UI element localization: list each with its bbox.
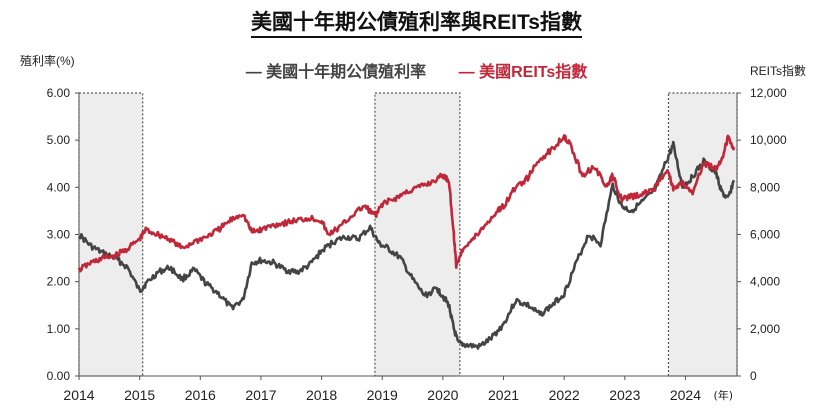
x-tick-label: 2015 — [124, 387, 155, 403]
right-tick-label: 4,000 — [750, 275, 780, 289]
series-line-reits — [77, 134, 736, 273]
x-tick-label: 2022 — [549, 387, 580, 403]
left-tick-label: 5.00 — [47, 133, 71, 147]
left-tick-label: 4.00 — [47, 180, 71, 194]
shaded-period-1 — [374, 92, 461, 377]
x-tick-label: 2024 — [670, 387, 701, 403]
left-tick-label: 1.00 — [47, 322, 71, 336]
left-tick-label: 2.00 — [47, 275, 71, 289]
left-axis-title: 殖利率(%) — [20, 54, 75, 68]
legend-item-reits: — 美國REITs指數 — [458, 64, 588, 81]
shaded-period-0 — [78, 92, 144, 377]
x-tick-label: 2020 — [427, 387, 458, 403]
left-tick-label: 3.00 — [47, 228, 71, 242]
x-tick-label: 2018 — [306, 387, 337, 403]
right-tick-label: 0 — [750, 369, 757, 383]
right-axis-title: REITs指數 — [750, 64, 807, 78]
x-tick-label: 2016 — [185, 387, 216, 403]
series-line-yield — [78, 140, 736, 350]
left-tick-label: 6.00 — [47, 86, 71, 100]
x-tick-label: 2019 — [367, 387, 398, 403]
legend-item-yield: — 美國十年期公債殖利率 — [245, 64, 427, 81]
x-axis-unit: (年) — [713, 388, 733, 402]
chart-legend: — 美國十年期公債殖利率 — 美國REITs指數 — [0, 58, 833, 82]
right-tick-label: 6,000 — [750, 228, 780, 242]
x-tick-label: 2023 — [609, 387, 640, 403]
right-tick-label: 8,000 — [750, 180, 780, 194]
x-tick-label: 2014 — [63, 387, 94, 403]
x-tick-label: 2017 — [245, 387, 276, 403]
right-tick-label: 2,000 — [750, 322, 780, 336]
x-tick-label: 2021 — [488, 387, 519, 403]
right-tick-label: 10,000 — [750, 133, 787, 147]
shaded-period-2 — [667, 92, 738, 377]
right-tick-label: 12,000 — [750, 86, 787, 100]
left-tick-label: 0.00 — [47, 369, 71, 383]
chart-title: 美國十年期公債殖利率與REITs指數 — [0, 6, 833, 38]
